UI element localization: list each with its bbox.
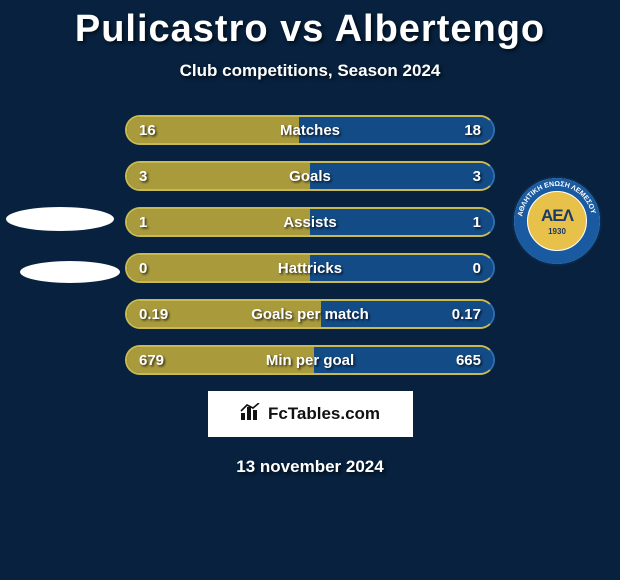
badge-monogram: ΑΕΛ xyxy=(541,206,573,226)
branding-text: FcTables.com xyxy=(268,404,380,424)
stat-label: Matches xyxy=(127,117,493,143)
bar-chart-icon xyxy=(240,403,262,426)
stat-value-right: 1 xyxy=(473,209,481,235)
stat-row: 16Matches18 xyxy=(125,115,495,145)
stat-value-right: 18 xyxy=(464,117,481,143)
footer-date: 13 november 2024 xyxy=(0,457,620,477)
stat-label: Min per goal xyxy=(127,347,493,373)
stat-value-right: 0.17 xyxy=(452,301,481,327)
badge-year: 1930 xyxy=(548,227,566,236)
badge-inner: ΑΕΛ 1930 xyxy=(528,192,586,250)
player-left-name: Pulicastro xyxy=(75,8,269,50)
stat-row: 679Min per goal665 xyxy=(125,345,495,375)
stat-value-right: 0 xyxy=(473,255,481,281)
stat-row: 0Hattricks0 xyxy=(125,253,495,283)
stat-label: Goals xyxy=(127,163,493,189)
stat-label: Goals per match xyxy=(127,301,493,327)
comparison-title: Pulicastro vs Albertengo xyxy=(0,0,620,51)
stat-row: 1Assists1 xyxy=(125,207,495,237)
vs-separator: vs xyxy=(280,8,324,50)
subtitle: Club competitions, Season 2024 xyxy=(0,61,620,81)
left-placeholder-oval xyxy=(20,261,120,283)
stat-value-right: 665 xyxy=(456,347,481,373)
player-right-name: Albertengo xyxy=(335,8,546,50)
stats-container: 16Matches18 3Goals3 1Assists1 0Hattricks0 0.… xyxy=(125,115,495,375)
left-placeholder-oval xyxy=(6,207,114,231)
branding-box: FcTables.com xyxy=(208,391,413,437)
stat-label: Hattricks xyxy=(127,255,493,281)
stat-row: 3Goals3 xyxy=(125,161,495,191)
right-team-badge: ΑΘΛΗΤΙΚΗ ΕΝΩΣΗ ΛΕΜΕΣΟΥ ΑΕΛ 1930 xyxy=(514,178,600,264)
stat-label: Assists xyxy=(127,209,493,235)
stat-value-right: 3 xyxy=(473,163,481,189)
stat-row: 0.19Goals per match0.17 xyxy=(125,299,495,329)
